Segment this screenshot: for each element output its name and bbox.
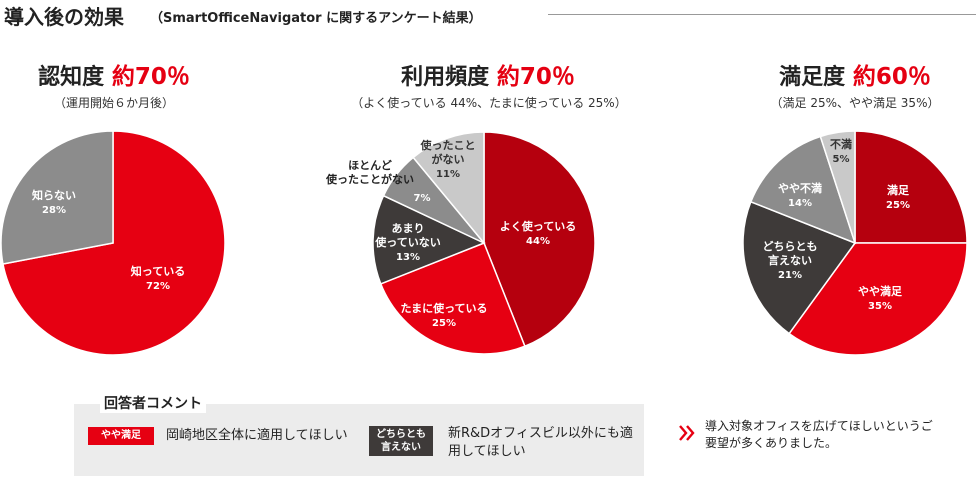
double-chevron-right-icon — [679, 425, 695, 441]
slice-label: 使ったことがない — [325, 172, 414, 186]
chart-note-usage: （よく使っている 44%、たまに使っている 25%） — [351, 96, 627, 110]
slice-value: 21% — [778, 270, 802, 281]
slice-label: 使ったこと — [420, 138, 476, 152]
chart-title-usage: 利用頻度 約70％ — [383, 57, 593, 91]
comment-title: 回答者コメント — [100, 393, 206, 413]
slice-label: やや満足 — [858, 284, 903, 298]
pie-slice — [412, 131, 485, 246]
comment-box — [74, 404, 644, 476]
chart-title-satisfaction: 満足度 約60％ — [755, 57, 955, 91]
page-subtitle: （SmartOfficeNavigator に関するアンケート結果） — [150, 11, 482, 26]
slice-value: 35% — [868, 301, 892, 312]
slice-label: ほとんど — [348, 159, 392, 172]
page-header: 導入後の効果 （SmartOfficeNavigator に関するアンケート結果… — [0, 0, 980, 30]
pie-slice — [2, 130, 226, 356]
header-rule — [548, 14, 976, 15]
slice-label: あまり — [392, 222, 425, 235]
chart-note-awareness: （運用開始６か月後） — [53, 96, 174, 110]
slice-value: 11% — [436, 169, 460, 180]
chart-title-value: 約70％ — [496, 64, 575, 90]
page-title: 導入後の効果 — [4, 5, 124, 29]
slice-label: 不満 — [830, 137, 852, 151]
slice-value: 25% — [886, 200, 910, 211]
pie-slice — [819, 130, 856, 244]
slice-label: どちらとも — [763, 240, 818, 253]
slice-label: 知っている — [130, 264, 185, 278]
chart-note-satisfaction: （満足 25%、やや満足 35%） — [770, 96, 940, 110]
pie-slice — [742, 200, 857, 335]
comment-tag-neutral: どちらとも 言えない — [369, 426, 433, 456]
slice-label: やや不満 — [778, 181, 822, 195]
pie-slice — [483, 131, 596, 348]
chart-title-value: 約70％ — [111, 64, 190, 90]
slice-value: 5% — [833, 154, 850, 165]
summary-note: 導入対象オフィスを広げてほしいというご要望が多くありました。 — [705, 419, 933, 450]
pie-slice — [372, 194, 486, 285]
chart-title-label: 認知度 — [38, 65, 105, 90]
slice-label: 知らない — [31, 188, 76, 202]
slice-value: 7% — [414, 193, 431, 204]
slice-label: がない — [432, 152, 465, 166]
slice-value: 28% — [42, 205, 66, 216]
comment-text-1: 岡崎地区全体に適用してほしい — [166, 428, 348, 443]
pie-charts: 知っている72%知らない28%よく使っている44%たまに使っている25%あまり使… — [0, 130, 968, 356]
pie-slice — [0, 130, 114, 265]
pie-slice — [379, 242, 526, 355]
slice-label: よく使っている — [500, 219, 576, 233]
slice-value: 14% — [788, 198, 812, 209]
slice-value: 72% — [146, 281, 170, 292]
slice-value: 25% — [432, 318, 456, 329]
pie-slice — [854, 130, 968, 244]
pie-slice — [788, 242, 968, 356]
slice-label: 言えない — [768, 253, 812, 267]
chart-title-value: 約60％ — [852, 64, 931, 90]
slice-label: たまに使っている — [400, 301, 487, 315]
slice-label: 使っていない — [374, 235, 440, 249]
chart-title-awareness: 認知度 約70％ — [14, 57, 214, 91]
chart-title-label: 満足度 — [779, 65, 846, 90]
slice-value: 44% — [526, 236, 550, 247]
slice-value: 13% — [396, 252, 420, 263]
comment-tag-slightly-satisfied: やや満足 — [88, 427, 154, 445]
comment-text-2: 新R&Dオフィスビル以外にも適用してほしい — [448, 426, 633, 459]
chart-title-label: 利用頻度 — [401, 65, 490, 90]
slice-label: 満足 — [887, 183, 910, 197]
